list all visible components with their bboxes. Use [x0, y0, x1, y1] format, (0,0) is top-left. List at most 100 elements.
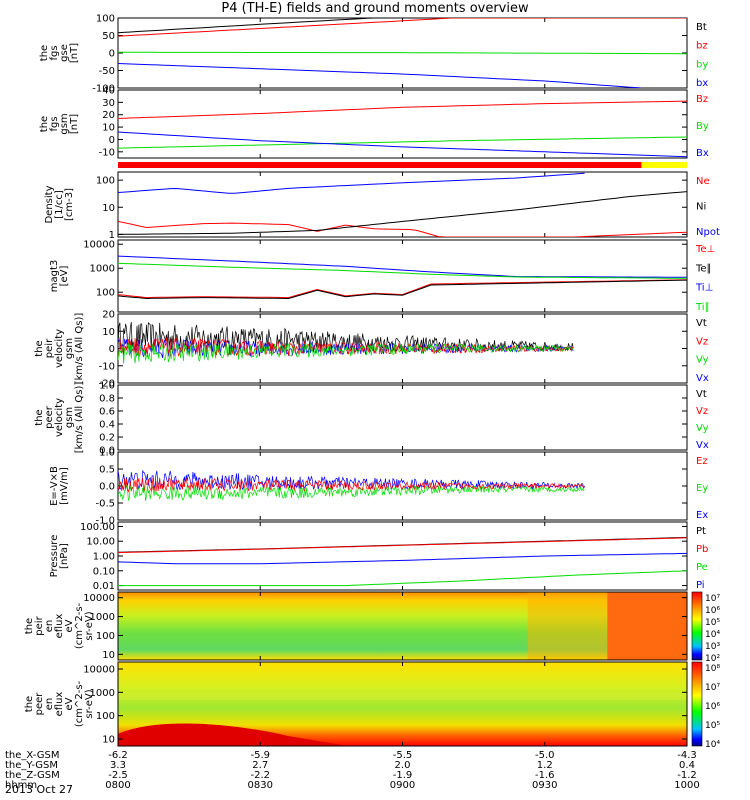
legend-label-bx: bx	[696, 78, 708, 89]
y-axis-label: the	[24, 618, 35, 634]
legend-label-Bt: Bt	[696, 22, 707, 33]
colorbar-tick-label: 10⁴	[705, 630, 720, 640]
x-axis-tick-value: 0830	[248, 780, 273, 791]
y-axis-label: (cm^2-s-	[74, 680, 85, 727]
legend-label-Npot: Npot	[696, 227, 720, 238]
y-axis-label: fgs	[49, 116, 60, 131]
series-line-Te⊥	[118, 279, 687, 299]
series-line-Ex	[118, 470, 585, 491]
spectrogram-band	[118, 692, 687, 700]
colorbar	[691, 661, 703, 747]
panel-frame	[117, 239, 688, 313]
date-label: 2013 Oct 27	[5, 783, 74, 796]
series-line-Bx	[118, 131, 687, 158]
series-line-Npot	[118, 172, 585, 194]
panel-efield: 1.0 0.5 0.0 -0.5 -1.0 E=-V×B [mV/m] Ez Ey Ex	[49, 448, 708, 527]
y-tick-label: 10	[102, 327, 115, 338]
y-axis-label: fgs	[49, 45, 60, 60]
colorbar-tick-label: 10⁷	[705, 683, 720, 693]
series-line-Bz	[118, 100, 687, 119]
y-axis-label: gse	[59, 44, 70, 62]
y-tick-label: 50	[102, 31, 115, 42]
y-axis-label: eV	[64, 619, 75, 632]
x-axis-tick-value: -6.2	[108, 750, 128, 761]
y-axis-label: the	[34, 340, 45, 356]
y-tick-label: 100	[96, 176, 115, 187]
y-axis-label: en	[44, 698, 55, 711]
y-tick-label: 30	[102, 98, 115, 109]
y-tick-label: 10	[102, 203, 115, 214]
y-tick-label: 100.00	[80, 522, 115, 533]
panel-density: 100 10 1 Density [1/cc] [cm-3] Ne Ni Npot	[44, 171, 720, 241]
series-line-Vy	[118, 341, 574, 364]
x-axis-tick-value: 1.2	[537, 760, 553, 771]
y-axis-label: the	[39, 116, 50, 132]
y-tick-label: 0.01	[93, 581, 115, 592]
legend-label-By: By	[696, 121, 709, 132]
y-tick-label: 10	[102, 123, 115, 134]
x-axis-tick-value: 1000	[674, 780, 699, 791]
y-tick-label: 1000	[90, 688, 115, 699]
panel-frame	[117, 171, 688, 238]
series-line-bx	[118, 63, 642, 88]
y-tick-label: 0.4	[99, 420, 115, 431]
y-axis-label: the	[24, 696, 35, 712]
panel-velocity_peir: 20 10 0 -10 -20 the peir velocity gsm [km/s (All …	[34, 310, 709, 390]
y-axis-label: Pressure	[49, 535, 60, 578]
y-tick-label: 0.6	[99, 407, 115, 418]
figure-title: P4 (TH-E) fields and ground moments over…	[221, 1, 529, 16]
y-axis-label: eflux	[54, 614, 65, 639]
colorbar-tick-label: 10³	[705, 642, 720, 652]
series-line-Pe	[118, 570, 687, 587]
panel-fgs_gse: 100 50 0 -50 -100 the fgs gse [nT] Bt bz by bx	[39, 14, 708, 95]
series-line-Vz	[118, 337, 574, 358]
y-tick-label: 1	[109, 230, 115, 241]
x-axis-tick-value: -5.5	[393, 750, 413, 761]
y-tick-label: -0.5	[95, 499, 115, 510]
legend-label-Vt: Vt	[696, 389, 707, 400]
y-tick-label: 10000	[83, 240, 115, 251]
legend-label-Ey: Ey	[696, 483, 708, 494]
y-axis-label: [nT]	[69, 43, 80, 63]
y-tick-label: 0	[109, 49, 115, 60]
x-axis-tick-value: 2.0	[395, 760, 411, 771]
series-line-Bt	[118, 18, 687, 34]
x-axis-row-label: the_Y-GSM	[5, 760, 58, 771]
y-axis-label: sr-eV)	[84, 611, 95, 640]
y-tick-label: 0	[109, 135, 115, 146]
legend-label-Vy: Vy	[696, 355, 709, 366]
y-tick-label: 0	[109, 344, 115, 355]
legend-label-Vt: Vt	[696, 318, 707, 329]
y-axis-label: [mV/m]	[59, 467, 70, 505]
legend-label-by: by	[696, 59, 708, 70]
legend-label-Pb: Pb	[696, 544, 708, 555]
colorbar-tick-label: 10⁸	[705, 664, 720, 674]
y-tick-label: 100	[96, 14, 115, 25]
legend-label-Bz: Bz	[696, 94, 708, 105]
series-line-Ne	[118, 220, 687, 237]
x-axis-tick-value: 0900	[390, 780, 415, 791]
x-axis-row-label: the_X-GSM	[5, 750, 59, 761]
panel-pressure: 100.00 10.00 1.00 0.10 0.01 Pressure [nPa] Pt Pb…	[49, 521, 708, 592]
y-tick-label: -1.0	[95, 516, 115, 527]
legend-label-Pi: Pi	[696, 580, 705, 591]
series-line-Pi	[118, 552, 687, 565]
x-axis-tick-value: 0800	[105, 780, 130, 791]
colorbar-tick-label: 10⁷	[705, 594, 720, 604]
legend-label-Ti⊥: Ti⊥	[695, 283, 713, 294]
x-axis-tick-value: -2.5	[108, 770, 128, 781]
series-line-By	[118, 136, 687, 149]
y-axis-label: Density	[44, 185, 55, 223]
colorbar-tick-label: 10⁵	[705, 618, 720, 628]
mode-bar-segment	[118, 162, 642, 168]
x-axis-tick-value: -1.6	[535, 770, 555, 781]
colorbar-tick-label: 10⁶	[705, 606, 720, 616]
panel-frame	[117, 89, 688, 159]
x-axis-tick-value: 3.3	[110, 760, 126, 771]
colorbar-tick-label: 10²	[705, 654, 720, 664]
x-axis-row-label: hhmm	[5, 780, 37, 791]
series-line-by	[118, 51, 687, 55]
colorbar-tick-label: 10⁴	[705, 740, 720, 750]
y-axis-label: peer	[44, 405, 55, 429]
